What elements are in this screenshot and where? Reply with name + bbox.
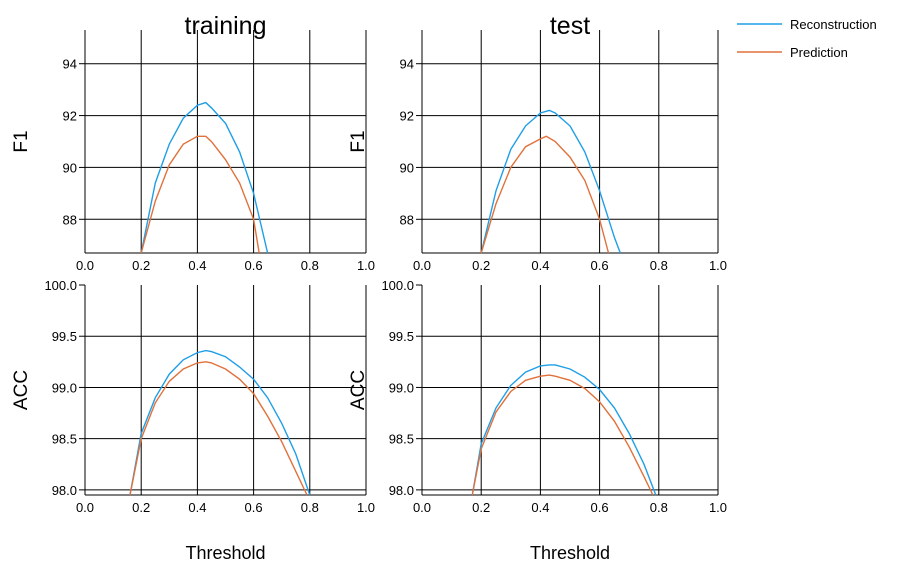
y-axis-label: F1 (11, 130, 32, 152)
y-tick-label: 90 (400, 160, 414, 175)
x-tick-label: 0.6 (591, 500, 609, 515)
y-tick-label: 99.0 (52, 380, 77, 395)
x-tick-label: 0.0 (413, 258, 431, 273)
x-tick-label: 0.8 (650, 258, 668, 273)
chart-panel: 0.0 0.2 0.4 0.6 0.8 1.0 98.0 98.5 99.0 99.5 100.0 A… (348, 278, 727, 563)
y-tick-label: 98.0 (52, 483, 77, 498)
series-line-prediction (140, 135, 260, 254)
y-tick-label: 94 (63, 57, 77, 72)
x-tick-label: 0.6 (245, 500, 263, 515)
x-tick-label: 0.4 (188, 500, 206, 515)
series-line-prediction (129, 361, 308, 496)
x-tick-label: 1.0 (709, 258, 727, 273)
x-tick-label: 1.0 (357, 258, 375, 273)
x-tick-label: 0.4 (531, 500, 549, 515)
legend-label-reconstruction: Reconstruction (790, 17, 877, 32)
x-tick-label: 0.4 (188, 258, 206, 273)
chart-panel: 0.0 0.2 0.4 0.6 0.8 1.0 88 90 92 94 F1 training (11, 12, 375, 273)
series-line-reconstruction (140, 101, 269, 254)
x-tick-label: 0.0 (76, 500, 94, 515)
chart-title: training (185, 12, 267, 40)
y-tick-label: 98.0 (389, 483, 414, 498)
series-line-reconstruction (129, 349, 311, 496)
series-line-prediction (480, 135, 610, 254)
x-tick-label: 0.2 (472, 258, 490, 273)
x-tick-label: 0.6 (245, 258, 263, 273)
y-tick-label: 88 (63, 212, 77, 227)
y-tick-label: 98.5 (389, 432, 414, 447)
x-tick-label: 0.0 (76, 258, 94, 273)
y-tick-label: 88 (400, 212, 414, 227)
x-tick-label: 0.2 (472, 500, 490, 515)
y-tick-label: 92 (63, 109, 77, 124)
x-tick-label: 0.4 (531, 258, 549, 273)
y-tick-label: 94 (400, 57, 414, 72)
x-axis-label: Threshold (185, 543, 265, 563)
x-tick-label: 0.2 (132, 258, 150, 273)
y-tick-label: 98.5 (52, 432, 77, 447)
legend-label-prediction: Prediction (790, 45, 848, 60)
y-tick-label: 100.0 (44, 278, 77, 293)
x-tick-label: 1.0 (709, 500, 727, 515)
series-line-reconstruction (480, 109, 621, 254)
x-tick-label: 0.8 (301, 258, 319, 273)
y-axis-label: F1 (348, 130, 369, 152)
series-line-reconstruction (471, 364, 657, 496)
legend: Reconstruction Prediction (737, 17, 877, 60)
x-axis-label: Threshold (530, 543, 610, 563)
x-tick-label: 1.0 (357, 500, 375, 515)
x-tick-label: 0.8 (301, 500, 319, 515)
chart-panel: 0.0 0.2 0.4 0.6 0.8 1.0 98.0 98.5 99.0 99.5 100.0 A… (11, 278, 375, 563)
y-axis-label: ACC (11, 370, 32, 410)
y-tick-label: 92 (400, 109, 414, 124)
chart-title: test (550, 12, 590, 40)
y-tick-label: 100.0 (381, 278, 414, 293)
chart-panel: 0.0 0.2 0.4 0.6 0.8 1.0 88 90 92 94 F1 test (348, 12, 727, 273)
x-tick-label: 0.6 (591, 258, 609, 273)
y-tick-label: 90 (63, 160, 77, 175)
y-tick-label: 99.5 (52, 329, 77, 344)
x-tick-label: 0.8 (650, 500, 668, 515)
series-line-prediction (471, 374, 654, 496)
y-tick-label: 99.5 (389, 329, 414, 344)
y-axis-label: ACC (348, 370, 369, 410)
x-tick-label: 0.2 (132, 500, 150, 515)
y-tick-label: 99.0 (389, 380, 414, 395)
x-tick-label: 0.0 (413, 500, 431, 515)
